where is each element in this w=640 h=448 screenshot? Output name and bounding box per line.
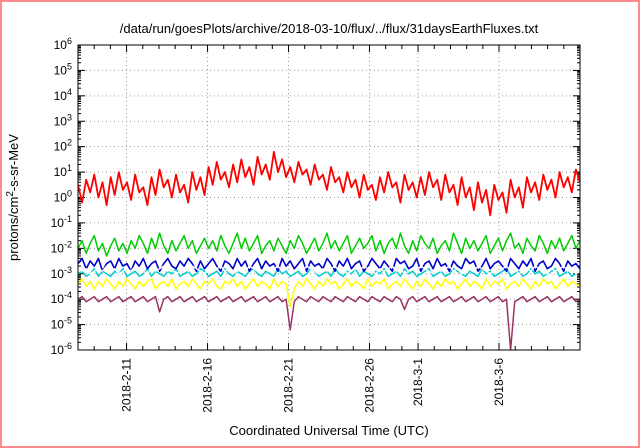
- y-tick-label: 101: [54, 163, 72, 179]
- series-group: [78, 150, 580, 350]
- x-tick-label: 2018-3-1: [411, 358, 425, 406]
- x-tick-label: 2018-2-21: [282, 358, 296, 413]
- plot-title: /data/run/goesPlots/archive/2018-03-10/f…: [119, 21, 539, 36]
- y-axis-title: protons/cm2-s-sr-MeV: [5, 134, 21, 261]
- y-tick-label: 105: [54, 61, 72, 77]
- series-yellow-line: [78, 278, 580, 308]
- series-cyan-line: [78, 267, 580, 278]
- y-tick-label: 102: [54, 138, 72, 154]
- series-green-line: [78, 232, 580, 257]
- y-tick-label: 10-2: [51, 239, 72, 255]
- plot-border: [77, 44, 581, 351]
- y-tick-label: 104: [54, 87, 72, 103]
- y-tick-label: 103: [54, 112, 72, 128]
- x-tick-label: 2018-2-26: [362, 358, 376, 413]
- y-tick-label: 10-3: [51, 265, 72, 281]
- series-white-line: [78, 265, 580, 275]
- series-maroon-line: [78, 295, 580, 350]
- x-tick-label: 2018-2-11: [120, 358, 134, 412]
- x-axis-title: Coordinated Universal Time (UTC): [229, 423, 429, 438]
- y-tick-label: 10-4: [51, 290, 72, 306]
- y-tick-labels: 106 105 104 103 102 101 100 10-1 10-2 10-3 10-4 10-…: [51, 36, 72, 357]
- y-tick-label: 10-5: [51, 316, 72, 332]
- series-red-line: [78, 150, 580, 217]
- x-tick-labels: 2018-2-11 2018-2-16 2018-2-21 2018-2-26 2018…: [120, 358, 506, 413]
- grid-lines: [78, 45, 580, 350]
- y-tick-label: 100: [54, 189, 72, 205]
- y-tick-label: 10-1: [51, 214, 72, 230]
- y-tick-label: 106: [54, 36, 72, 52]
- x-tick-label: 2018-2-16: [201, 358, 215, 413]
- x-tick-label: 2018-3-6: [492, 358, 506, 406]
- axis-ticks: [77, 44, 581, 351]
- y-tick-label: 10-6: [51, 341, 72, 357]
